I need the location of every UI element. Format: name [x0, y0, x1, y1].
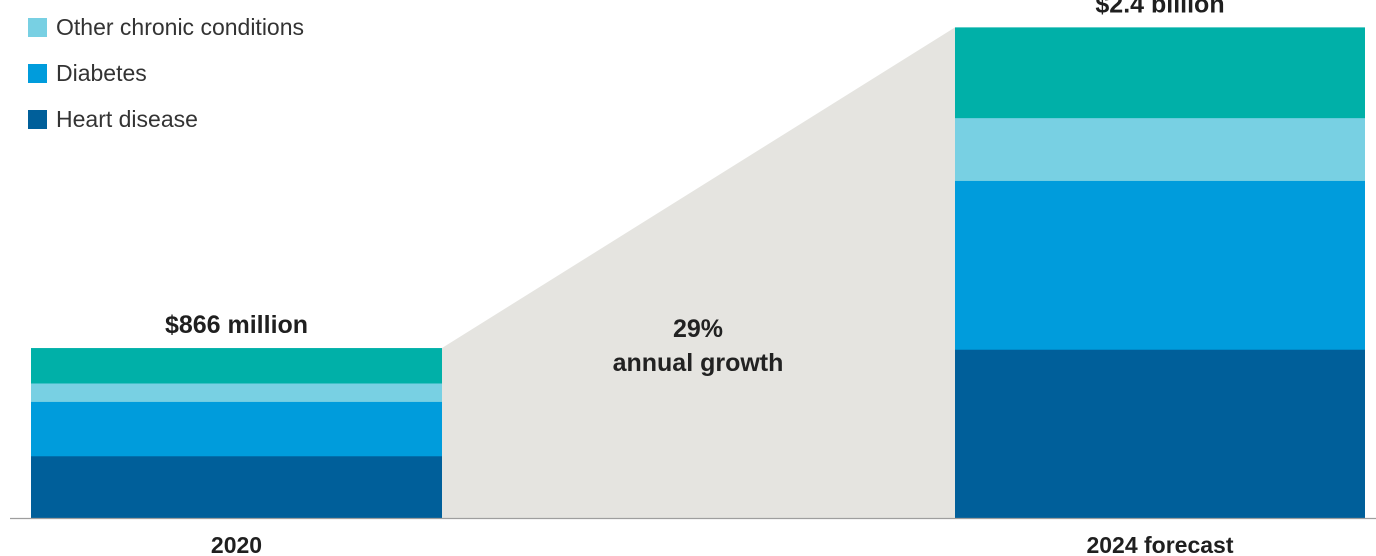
x-tick-label-2024-forecast: 2024 forecast	[1086, 532, 1233, 556]
bar-segment-heart-disease-2020	[31, 455, 442, 519]
bar-segment-series-3-2020	[31, 348, 442, 384]
bar-segment-series-3-2024-forecast	[955, 27, 1365, 119]
bar-segment-heart-disease-2024-forecast	[955, 349, 1365, 519]
x-tick-label-2020: 2020	[211, 532, 262, 556]
legend-item-diabetes: Diabetes	[28, 50, 304, 96]
bars-group	[31, 27, 1365, 519]
bar-segment-diabetes-2024-forecast	[955, 180, 1365, 350]
legend-label: Diabetes	[56, 59, 147, 86]
legend-item-heart-disease: Heart disease	[28, 96, 304, 142]
bar-segment-other-chronic-conditions-2020	[31, 382, 442, 402]
legend: Other chronic conditions Diabetes Heart …	[28, 4, 304, 142]
growth-text-label: annual growth	[613, 349, 784, 377]
bar-segment-diabetes-2020	[31, 401, 442, 457]
legend-swatch	[28, 17, 47, 37]
legend-swatch	[28, 63, 47, 83]
growth-band	[442, 27, 955, 518]
legend-item-other-chronic: Other chronic conditions	[28, 4, 304, 50]
legend-label: Heart disease	[56, 105, 198, 132]
total-label-2020: $866 million	[165, 311, 308, 339]
total-label-2024: $2.4 billion	[1095, 0, 1224, 18]
legend-swatch	[28, 109, 47, 129]
legend-label: Other chronic conditions	[56, 13, 305, 40]
growth-percent-label: 29%	[673, 315, 723, 343]
bar-segment-other-chronic-conditions-2024-forecast	[955, 117, 1365, 181]
